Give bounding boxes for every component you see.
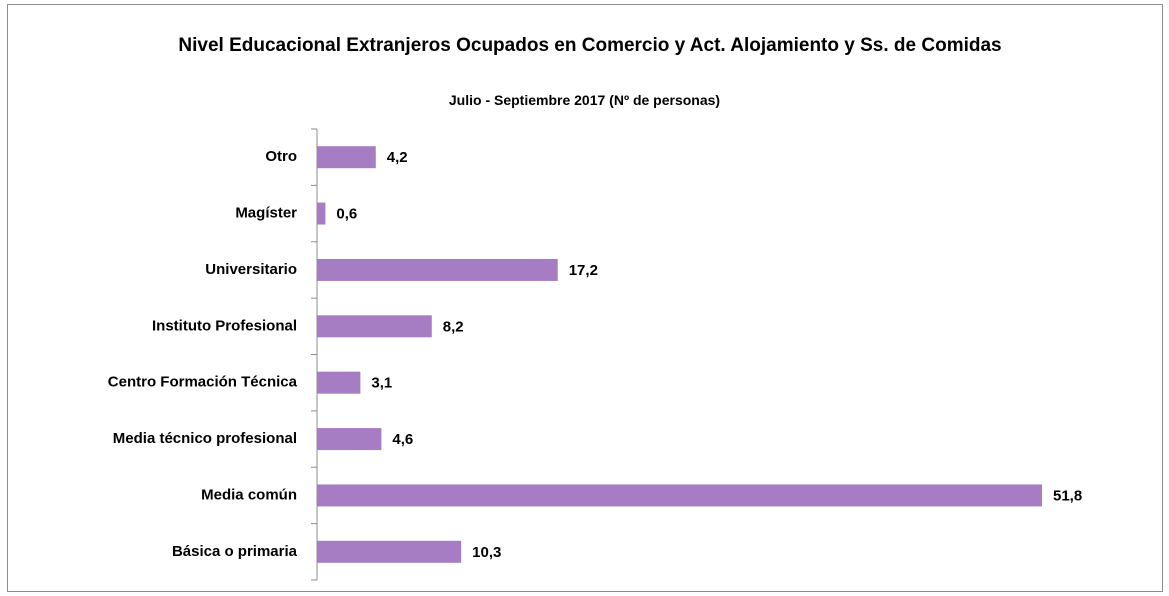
bar [317,371,361,394]
chart-title: Nivel Educacional Extranjeros Ocupados e… [178,35,1002,56]
data-label: 8,2 [443,318,464,335]
bar [317,202,326,225]
chart-subtitle: Julio - Septiembre 2017 (Nº de personas) [448,92,721,108]
y-tick-label: Media común [201,486,297,503]
data-label: 4,6 [392,431,413,448]
data-label: 0,6 [336,206,357,223]
y-tick-label: Básica o primaria [172,543,298,560]
bar [317,315,432,338]
y-tick-label: Media técnico profesional [113,430,297,447]
data-label: 4,2 [387,149,408,166]
data-label: 10,3 [472,544,501,561]
data-label: 51,8 [1053,487,1082,504]
bar [317,540,462,563]
y-tick-label: Magíster [235,205,297,222]
chart-frame [7,4,1163,592]
bar [317,146,376,169]
data-label: 3,1 [371,375,392,392]
y-tick-label: Otro [265,148,297,165]
y-tick-label: Universitario [205,261,297,278]
y-tick-label: Centro Formación Técnica [108,374,298,391]
bar [317,428,382,451]
y-tick-label: Instituto Profesional [152,317,297,334]
bar [317,258,558,281]
bar [317,484,1042,507]
data-label: 17,2 [569,262,598,279]
